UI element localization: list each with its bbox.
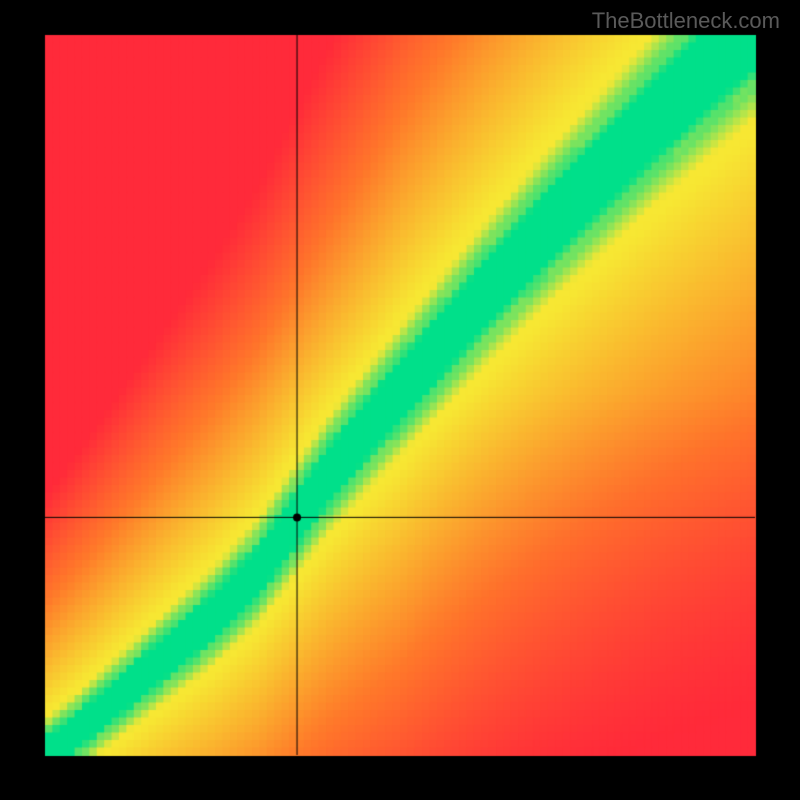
bottleneck-heatmap (0, 0, 800, 800)
chart-container: TheBottleneck.com (0, 0, 800, 800)
watermark-text: TheBottleneck.com (592, 8, 780, 34)
